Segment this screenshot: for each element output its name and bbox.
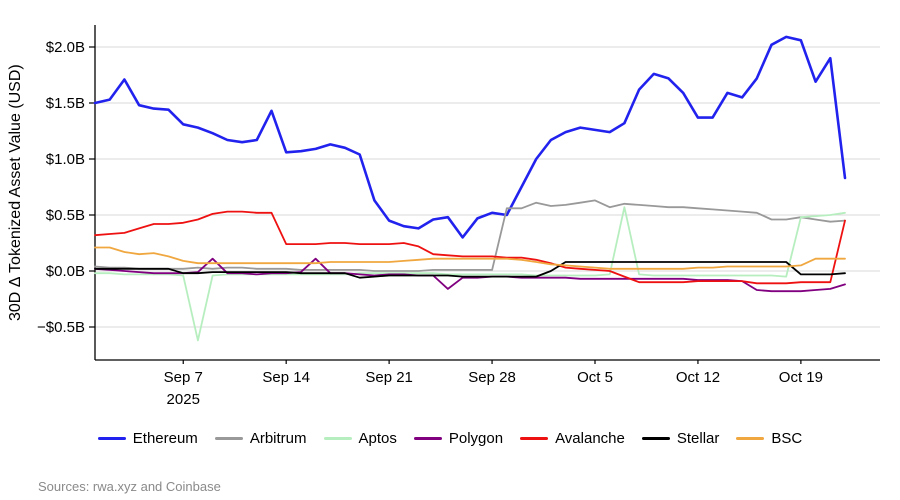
y-tick-label: $0.5B bbox=[46, 207, 85, 224]
series-line-stellar bbox=[94, 261, 846, 279]
x-tick-label: Sep 14 bbox=[262, 369, 310, 386]
x-tick-label: Oct 5 bbox=[577, 369, 613, 386]
series-line-bsc bbox=[94, 246, 846, 270]
legend-item-avalanche: Avalanche bbox=[520, 430, 625, 447]
x-tick-label: Oct 19 bbox=[779, 369, 823, 386]
y-axis-title: 30D Δ Tokenized Asset Value (USD) bbox=[7, 64, 24, 321]
legend-label: Avalanche bbox=[555, 430, 625, 447]
legend-item-arbitrum: Arbitrum bbox=[214, 430, 307, 447]
x-tick-label: Oct 12 bbox=[676, 369, 720, 386]
sources-note: Sources: rwa.xyz and Coinbase bbox=[38, 479, 221, 494]
x-tick-label: Sep 21 bbox=[365, 369, 413, 386]
legend-label: BSC bbox=[771, 430, 803, 447]
series-line-aptos bbox=[94, 206, 846, 342]
legend-label: Polygon bbox=[448, 430, 504, 447]
legend-label: Aptos bbox=[358, 430, 397, 447]
legend-swatch-bsc bbox=[736, 437, 765, 440]
x-tick-label: Sep 7 bbox=[164, 369, 203, 386]
legend-item-ethereum: Ethereum bbox=[97, 430, 198, 447]
series-line-polygon bbox=[94, 257, 846, 293]
legend-swatch-polygon bbox=[413, 437, 442, 440]
series-line-arbitrum bbox=[94, 199, 846, 272]
legend-label: Stellar bbox=[676, 430, 720, 447]
series-line-avalanche bbox=[94, 210, 846, 285]
legend-swatch-avalanche bbox=[520, 437, 549, 440]
x-tick-label: Sep 28 bbox=[468, 369, 516, 386]
legend-item-bsc: BSC bbox=[736, 430, 802, 447]
legend-item-aptos: Aptos bbox=[323, 430, 397, 447]
legend-label: Arbitrum bbox=[249, 430, 307, 447]
line-chart-canvas: $2.0B $1.5B $1.0B $0.5B $0.0B −$0.5B Sep 7 2025… bbox=[37, 25, 880, 408]
y-tick-label: −$0.5B bbox=[37, 319, 85, 336]
legend-swatch-ethereum bbox=[97, 437, 126, 440]
legend-swatch-arbitrum bbox=[214, 437, 243, 440]
x-tick-year-label: 2025 bbox=[167, 391, 200, 408]
legend-label: Ethereum bbox=[132, 430, 198, 447]
y-tick-label: $1.0B bbox=[46, 151, 85, 168]
y-tick-label: $2.0B bbox=[46, 39, 85, 56]
legend-swatch-stellar bbox=[641, 437, 670, 440]
y-tick-label: $0.0B bbox=[46, 263, 85, 280]
series-line-ethereum bbox=[93, 35, 847, 239]
legend-item-polygon: Polygon bbox=[413, 430, 504, 447]
y-tick-label: $1.5B bbox=[46, 95, 85, 112]
legend-item-stellar: Stellar bbox=[641, 430, 720, 447]
legend: Ethereum Arbitrum Aptos Polygon Avalanche Ste… bbox=[0, 430, 900, 447]
legend-swatch-aptos bbox=[323, 437, 352, 440]
